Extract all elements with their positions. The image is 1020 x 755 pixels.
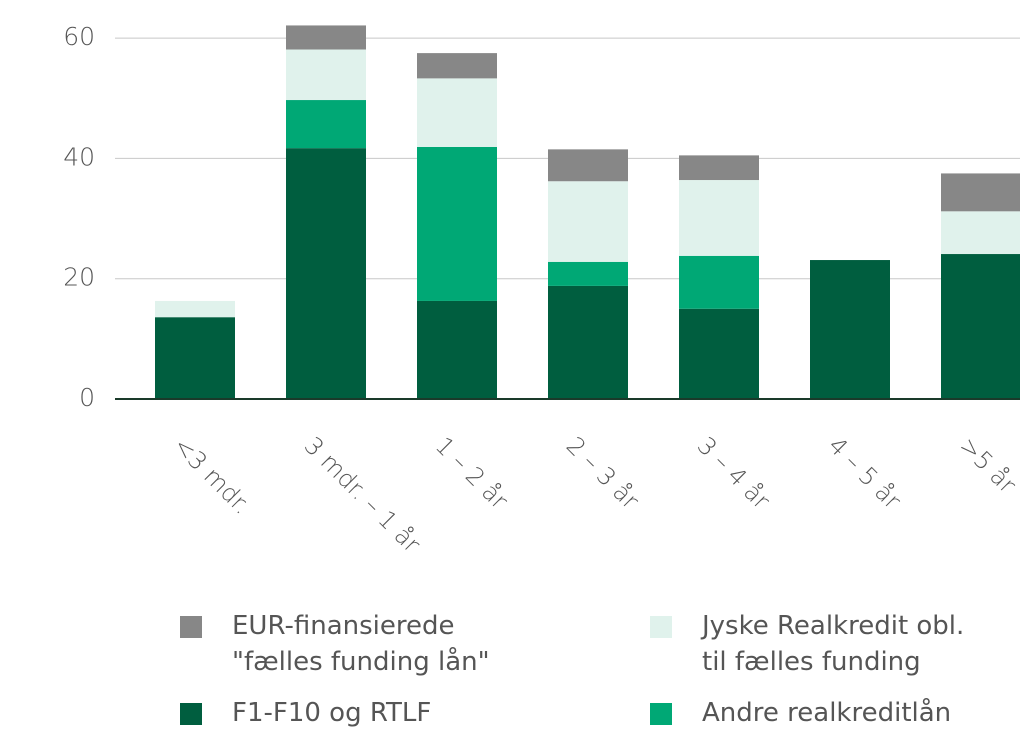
legend-label: F1-F10 og RTLF [232,698,432,728]
x-tick-label: 1 – 2 år [430,431,514,515]
bar-segment [417,53,497,79]
bar-segment [155,317,235,399]
legend-item: EUR-finansierede "fælles funding lån" [180,608,490,680]
x-tick-label: >5 år [954,431,1020,499]
legend-swatch [650,616,672,638]
y-tick-label: 20 [63,263,95,292]
legend-label: Jyske Realkredit obl. til fælles funding [702,611,965,677]
bar-segment [286,49,366,101]
legend-label: Andre realkreditlån [702,698,952,728]
x-tick-label: 3 – 4 år [692,431,776,515]
y-tick-label: 60 [63,22,95,51]
bar-segment [286,25,366,50]
legend-item: Andre realkreditlån [650,695,951,731]
bar-segment [679,255,759,309]
bar-segment [548,149,628,182]
bar-segment [941,173,1020,212]
legend-swatch [180,703,202,725]
bar-segment [679,180,759,256]
y-tick-label: 40 [63,142,95,171]
y-tick-label: 0 [79,383,95,412]
bar-segment [548,261,628,286]
bar-segment [941,254,1020,399]
bar-segment [679,308,759,399]
legend-label: EUR-finansierede "fælles funding lån" [232,611,490,677]
bar-segment [417,300,497,399]
bar-segment [417,146,497,301]
bar-segment [286,148,366,399]
bar-segment [155,300,235,318]
legend-swatch [180,616,202,638]
legend-item: F1-F10 og RTLF [180,695,431,731]
bar-segment [679,155,759,181]
bar-segment [548,285,628,399]
legend-swatch [650,703,672,725]
bar-segment [810,260,890,399]
x-tick-label: 2 – 3 år [561,431,645,515]
bar-segment [417,78,497,147]
x-tick-label: <3 mdr. [168,431,256,519]
bar-segment [941,211,1020,255]
legend-item: Jyske Realkredit obl. til fælles funding [650,608,964,680]
bar-segment [286,100,366,149]
bar-segment [548,181,628,262]
x-tick-label: 3 mdr. – 1 år [299,431,426,558]
x-tick-label: 4 – 5 år [823,431,907,515]
